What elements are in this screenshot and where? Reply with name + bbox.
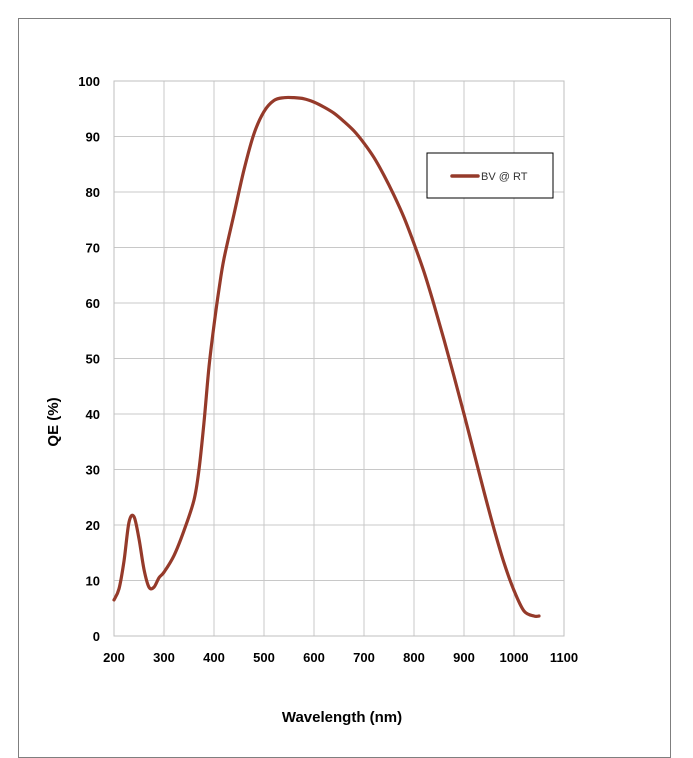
y-tick-label-100: 100 xyxy=(78,74,100,89)
x-tick-label-400: 400 xyxy=(203,650,225,665)
x-tick-label-800: 800 xyxy=(403,650,425,665)
y-axis-title: QE (%) xyxy=(45,397,62,446)
series-layer xyxy=(112,95,541,618)
x-tick-label-1100: 1100 xyxy=(550,650,578,665)
x-axis-title: Wavelength (nm) xyxy=(282,709,402,726)
legend-box xyxy=(426,152,554,199)
tick-labels: 200 300 400 500 600 700 800 900 1000 1100 0 10 20 30 4… xyxy=(78,74,578,665)
y-tick-label-70: 70 xyxy=(86,241,100,256)
x-tick-label-300: 300 xyxy=(153,650,175,665)
x-tick-label-500: 500 xyxy=(253,650,275,665)
plot-area-border xyxy=(113,80,565,637)
y-tick-label-40: 40 xyxy=(86,407,100,422)
chart-frame xyxy=(18,18,671,758)
series-line-0 xyxy=(112,95,541,618)
legend-label-bv-rt: BV @ RT xyxy=(481,171,528,183)
y-tick-label-10: 10 xyxy=(86,574,100,589)
x-tick-label-200: 200 xyxy=(103,650,125,665)
y-tick-label-30: 30 xyxy=(86,463,100,478)
x-tick-label-900: 900 xyxy=(453,650,475,665)
x-tick-label-1000: 1000 xyxy=(500,650,529,665)
y-tick-label-60: 60 xyxy=(86,296,100,311)
x-tick-label-700: 700 xyxy=(353,650,375,665)
y-tick-label-0: 0 xyxy=(93,629,100,644)
legend: BV @ RT xyxy=(426,152,554,199)
y-tick-label-80: 80 xyxy=(86,185,100,200)
x-tick-label-600: 600 xyxy=(303,650,325,665)
y-tick-label-90: 90 xyxy=(86,130,100,145)
y-tick-label-20: 20 xyxy=(86,518,100,533)
y-tick-label-50: 50 xyxy=(86,352,100,367)
